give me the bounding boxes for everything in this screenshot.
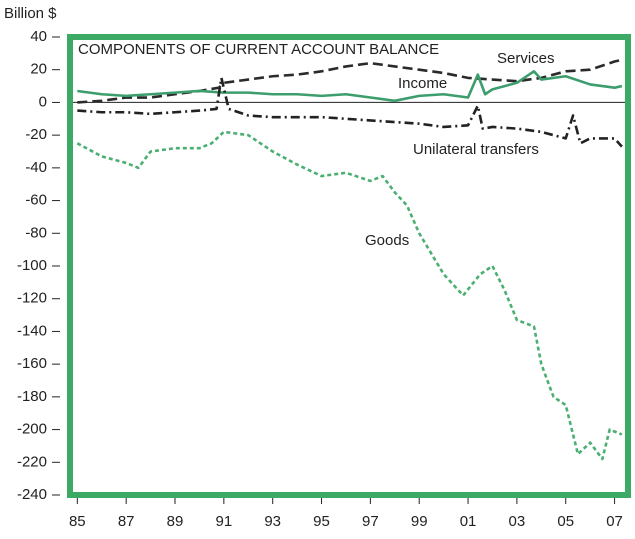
y-tick-label: -80 [25,224,47,241]
chart-title: COMPONENTS OF CURRENT ACCOUNT BALANCE [78,41,439,58]
plot-frame [67,34,631,498]
y-tick-label: -140 [17,322,47,339]
x-tick-label: 05 [557,513,574,530]
x-tick-label: 87 [118,513,135,530]
y-tick-label: -20 [25,126,47,143]
y-tick-label: -220 [17,453,47,470]
y-tick-label: 20 [30,61,47,78]
x-tick-label: 99 [411,513,428,530]
y-tick-label: -240 [17,486,47,503]
series-label: Services [497,50,555,67]
y-tick-label: 0 [39,93,47,110]
y-tick-label: -160 [17,355,47,372]
x-tick-label: 91 [216,513,233,530]
series-label: Income [398,75,447,92]
y-tick-label: -120 [17,290,47,307]
y-tick-label: -40 [25,159,47,176]
x-tick-label: 93 [264,513,281,530]
series-line [77,76,623,148]
series-line [77,70,623,103]
series-line [76,130,623,461]
x-tick-label: 85 [69,513,86,530]
series-label: Unilateral transfers [413,141,539,158]
x-tick-label: 95 [313,513,330,530]
series-label: Goods [365,232,409,249]
y-tick-label: -100 [17,257,47,274]
y-tick-label: -180 [17,388,47,405]
x-tick-label: 97 [362,513,379,530]
x-tick-label: 03 [509,513,526,530]
y-tick-label: -200 [17,421,47,438]
y-axis-label: Billion $ [4,5,57,22]
x-tick-label: 01 [460,513,477,530]
x-tick-label: 07 [606,513,623,530]
y-tick-label: 40 [30,28,47,45]
y-tick-label: -60 [25,192,47,209]
x-tick-label: 89 [167,513,184,530]
